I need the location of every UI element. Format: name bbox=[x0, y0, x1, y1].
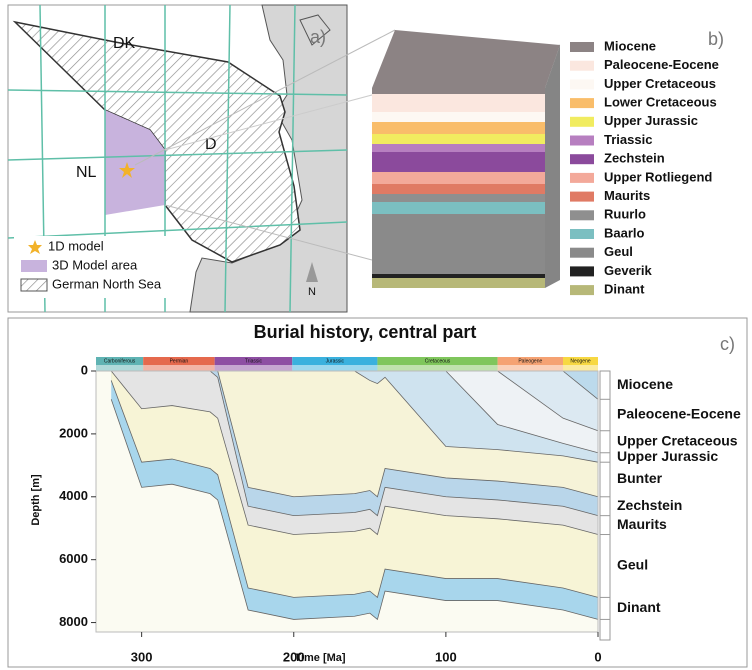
legend-label: Zechstein bbox=[604, 151, 665, 166]
legend-swatch bbox=[570, 266, 594, 276]
panel-b: b) Miocene Paleocene-Eocene Upper Cretaceo… bbox=[372, 29, 724, 297]
x-tick-label: 200 bbox=[283, 649, 305, 664]
legend-label: 3D Model area bbox=[52, 257, 138, 272]
period-sub bbox=[292, 365, 377, 371]
north-label: N bbox=[308, 286, 316, 298]
chart-title: Burial history, central part bbox=[254, 322, 477, 342]
legend-swatch bbox=[570, 154, 594, 164]
block-layer bbox=[372, 112, 545, 122]
period-label: Jurassic bbox=[326, 358, 345, 364]
period-sub bbox=[143, 365, 214, 371]
legend-label: Miocene bbox=[604, 38, 656, 53]
legend-label: Upper Jurassic bbox=[604, 113, 698, 128]
layer-label: Paleocene-Eocene bbox=[617, 406, 741, 422]
period-label: Triassic bbox=[245, 358, 263, 364]
block-top bbox=[372, 30, 560, 88]
block-layer bbox=[372, 88, 545, 94]
strat-column bbox=[600, 371, 610, 640]
layer-label: Dinant bbox=[617, 599, 661, 615]
legend-swatch bbox=[570, 98, 594, 108]
block-layer bbox=[372, 274, 545, 278]
period-sub bbox=[215, 365, 293, 371]
layer-label: Upper Jurassic bbox=[617, 448, 718, 464]
period-sub bbox=[52, 365, 143, 371]
legend-swatch bbox=[570, 173, 594, 183]
x-tick-label: 300 bbox=[131, 649, 153, 664]
y-tick-label: 6000 bbox=[59, 551, 88, 566]
y-tick-label: 8000 bbox=[59, 614, 88, 629]
period-sub bbox=[377, 365, 497, 371]
legend-label: Triassic bbox=[604, 132, 652, 147]
period-label: Permian bbox=[170, 358, 189, 364]
block-layer bbox=[372, 194, 545, 202]
legend-label: Maurits bbox=[604, 188, 650, 203]
block-layer bbox=[372, 144, 545, 152]
panel-label: a) bbox=[310, 27, 326, 47]
period-label: Paleogene bbox=[518, 358, 542, 364]
panel-a: DK D NL a) N 1D model 3D Model area Germ… bbox=[8, 5, 347, 312]
figure: DK D NL a) N 1D model 3D Model area Germ… bbox=[0, 0, 752, 670]
legend-swatch bbox=[570, 210, 594, 220]
x-tick-label: 100 bbox=[435, 649, 457, 664]
period-strip: Carboniferous Permian Triassic Jurassic Cret… bbox=[52, 357, 598, 371]
legend-label: German North Sea bbox=[52, 276, 162, 291]
period-sub bbox=[498, 365, 563, 371]
y-tick-label: 4000 bbox=[59, 488, 88, 503]
legend-label: Baarlo bbox=[604, 225, 645, 240]
legend-swatch bbox=[570, 79, 594, 89]
layer-label: Upper Cretaceous bbox=[617, 432, 738, 448]
y-tick-label: 0 bbox=[81, 362, 88, 377]
legend-swatch bbox=[570, 117, 594, 127]
place-label: DK bbox=[113, 35, 136, 52]
block-layer bbox=[372, 122, 545, 134]
legend-swatch bbox=[570, 136, 594, 146]
block-layer bbox=[372, 202, 545, 214]
period-label: Neogene bbox=[570, 358, 591, 364]
panel-label: c) bbox=[720, 334, 735, 354]
legend-label: Dinant bbox=[604, 282, 645, 297]
block-layer bbox=[372, 214, 545, 274]
layer-label: Zechstein bbox=[617, 497, 682, 513]
legend-swatch bbox=[570, 229, 594, 239]
y-axis-label: Depth [m] bbox=[30, 474, 42, 526]
legend-label: Geverik bbox=[604, 263, 652, 278]
panel-label: b) bbox=[708, 29, 724, 49]
legend-swatch bbox=[570, 248, 594, 258]
legend-swatch bbox=[21, 260, 47, 272]
legend-swatch bbox=[570, 285, 594, 295]
block-layer bbox=[372, 134, 545, 144]
legend-label: Upper Rotliegend bbox=[604, 169, 712, 184]
legend-swatch bbox=[570, 42, 594, 52]
block-layer bbox=[372, 152, 545, 172]
legend-swatch bbox=[570, 192, 594, 202]
layer-label: Geul bbox=[617, 557, 648, 573]
legend-label: Upper Cretaceous bbox=[604, 76, 716, 91]
block-layer bbox=[372, 184, 545, 194]
layer-label: Miocene bbox=[617, 376, 673, 392]
page: DK D NL a) N 1D model 3D Model area Germ… bbox=[0, 0, 752, 670]
place-label: NL bbox=[76, 164, 97, 181]
legend-label: Geul bbox=[604, 244, 633, 259]
block-layer bbox=[372, 172, 545, 184]
layer-label: Maurits bbox=[617, 516, 667, 532]
x-tick-label: 0 bbox=[594, 649, 601, 664]
period-sub bbox=[563, 365, 598, 371]
panel-c: Burial history, central part c) Depth [m… bbox=[30, 322, 741, 665]
legend-swatch bbox=[570, 61, 594, 71]
legend-swatch bbox=[21, 279, 47, 291]
legend-label: Lower Cretaceous bbox=[604, 95, 717, 110]
period-label: Carboniferous bbox=[104, 358, 136, 364]
y-tick-label: 2000 bbox=[59, 425, 88, 440]
legend-label: Paleocene-Eocene bbox=[604, 57, 719, 72]
block-layer bbox=[372, 94, 545, 112]
layer-label: Bunter bbox=[617, 470, 663, 486]
block-layer bbox=[372, 278, 545, 288]
period-label: Cretaceous bbox=[425, 358, 451, 364]
legend-label: 1D model bbox=[48, 238, 104, 253]
legend-label: Ruurlo bbox=[604, 207, 646, 222]
